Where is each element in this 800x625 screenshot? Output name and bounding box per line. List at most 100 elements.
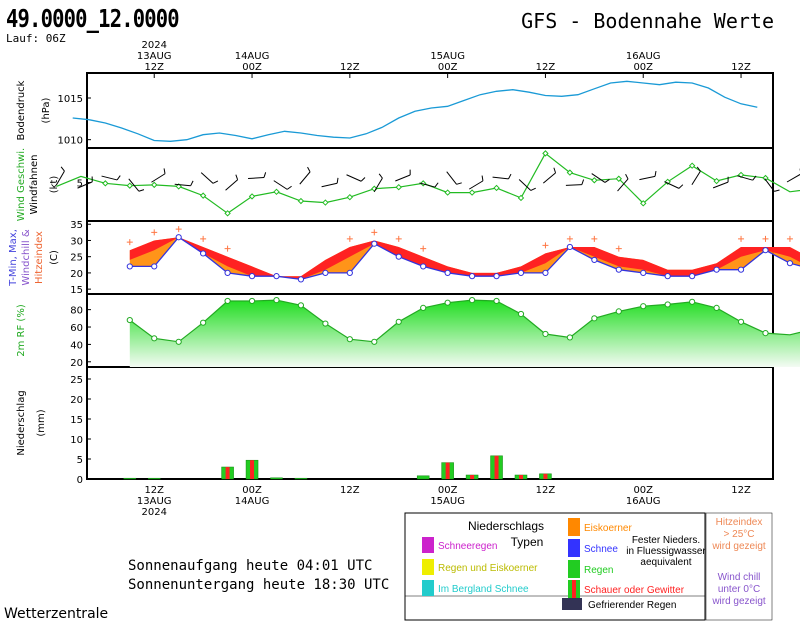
- model-run-label: Lauf: 06Z: [6, 32, 66, 45]
- wind-speed-point: [297, 197, 305, 205]
- wind-barb-flag: [163, 168, 166, 174]
- wind-speed-point: [126, 182, 133, 189]
- rh-tick-label: 80: [70, 306, 83, 317]
- rh-point: [224, 297, 231, 305]
- windchill-note: wird gezeigt: [711, 596, 766, 607]
- wind-barb-flag: [190, 180, 194, 186]
- precip-tick-label: 5: [77, 455, 83, 466]
- top-time-label: 13AUG: [137, 51, 172, 62]
- rh-point: [615, 308, 622, 315]
- temp-tick-label: 35: [70, 220, 83, 231]
- precip-tick-label: 25: [70, 375, 83, 386]
- rh-point: [126, 316, 133, 324]
- wind-barb-staff: [395, 174, 411, 182]
- legend-label-1: Regen und Eiskoerner: [438, 563, 538, 574]
- wind-barb: [77, 176, 93, 189]
- wind-barb-staff: [225, 179, 238, 191]
- temp-band: [129, 237, 800, 280]
- rh-tick-label: 40: [70, 340, 83, 351]
- wind-barb: [664, 181, 684, 189]
- wind-barb: [518, 179, 536, 191]
- heat-index-marker: [200, 235, 207, 242]
- legend-heading-1: Niederschlags: [468, 519, 544, 533]
- wind-barb-flag: [307, 166, 311, 173]
- wind-barb-staff: [174, 183, 191, 187]
- wind-barb: [786, 168, 800, 183]
- top-time-label: 12Z: [340, 62, 360, 73]
- precip-bar-shower: [543, 473, 548, 479]
- top-time-label: 00Z: [242, 62, 262, 73]
- hitzeindex-note: wird gezeigt: [711, 541, 766, 552]
- wind-barb-flag: [138, 189, 145, 192]
- temp-min-point: [322, 269, 329, 277]
- wind-speed-point: [224, 210, 231, 217]
- wind-speed-point: [346, 193, 354, 201]
- rh-point: [468, 296, 476, 304]
- temp-min-line: [129, 236, 800, 281]
- temp-min-point: [151, 263, 158, 270]
- temp-min-point: [737, 266, 745, 273]
- rh-line: [129, 299, 800, 343]
- wind-speed-point: [591, 177, 598, 184]
- wind-barb-staff: [468, 180, 484, 190]
- wind-speed-point: [615, 175, 622, 182]
- wind-barb: [446, 171, 462, 185]
- precip-tick-label: 0: [77, 475, 83, 486]
- temp-tick-label: 20: [70, 269, 83, 280]
- rh-point: [151, 335, 158, 342]
- heat-index-marker: [395, 235, 402, 242]
- rh-tick-label: 60: [70, 323, 83, 334]
- bottom-time-label: 00Z: [438, 485, 458, 496]
- legend-fester-text: in Fluessigwasser: [626, 546, 706, 557]
- precip-bar-shower: [494, 455, 499, 479]
- precip-axis-unit: (mm): [36, 409, 47, 436]
- wind-barb-flag: [696, 166, 701, 172]
- temp-min-point: [615, 266, 622, 273]
- precip-axis-label: Niederschlag: [16, 390, 27, 455]
- legend-heading-2: Typen: [511, 535, 544, 549]
- wind-barb: [419, 182, 439, 188]
- wind-barb: [101, 175, 121, 181]
- rh-axis-label: 2m RF (%): [16, 304, 27, 357]
- temp-min-point: [273, 273, 280, 280]
- rh-point: [200, 319, 207, 326]
- rh-point: [591, 315, 598, 322]
- wind-barb: [56, 166, 65, 186]
- wind-barb: [591, 173, 610, 183]
- wind-barb: [764, 178, 780, 192]
- wind-barb: [617, 173, 629, 192]
- temp-min-point: [468, 273, 476, 280]
- wind-barb: [395, 169, 411, 182]
- heat-index-marker: [151, 229, 158, 236]
- wind-barb-staff: [419, 182, 436, 188]
- bottom-time-label: 16AUG: [626, 496, 661, 507]
- bottom-time-label: 13AUG: [137, 496, 172, 507]
- temp-min-point: [591, 256, 598, 264]
- temp-axis-label-2: Windchill &: [21, 229, 32, 285]
- wind-barb-staff: [151, 173, 166, 183]
- top-time-label: 16AUG: [626, 51, 661, 62]
- top-time-label: 2024: [142, 40, 167, 51]
- temp-min-point: [175, 234, 182, 241]
- wind-barb: [225, 174, 239, 191]
- precip-tick-label: 10: [70, 435, 83, 446]
- wind-speed-line: [56, 152, 800, 215]
- heat-index-marker: [542, 242, 549, 249]
- wind-barb-flag: [434, 182, 439, 188]
- wind-barb-staff: [518, 179, 532, 191]
- precip-legend-box: [404, 512, 706, 621]
- sunset-text: Sonnenuntergang heute 18:30 UTC: [128, 577, 390, 593]
- wind-axis-unit: (kt): [49, 176, 60, 194]
- wind-axis-label: Wind Geschwi.: [16, 148, 27, 221]
- rh-point: [346, 336, 353, 343]
- wind-barb: [737, 175, 757, 181]
- top-time-label: 14AUG: [235, 51, 270, 62]
- rh-point: [420, 304, 427, 312]
- temp-min-point: [346, 269, 353, 277]
- temp-min-point: [517, 269, 525, 277]
- rh-point: [542, 330, 549, 338]
- wind-speed-point: [395, 183, 402, 191]
- legend-swatch-3: [568, 518, 580, 536]
- hitzeindex-note: Hitzeindex: [716, 517, 763, 528]
